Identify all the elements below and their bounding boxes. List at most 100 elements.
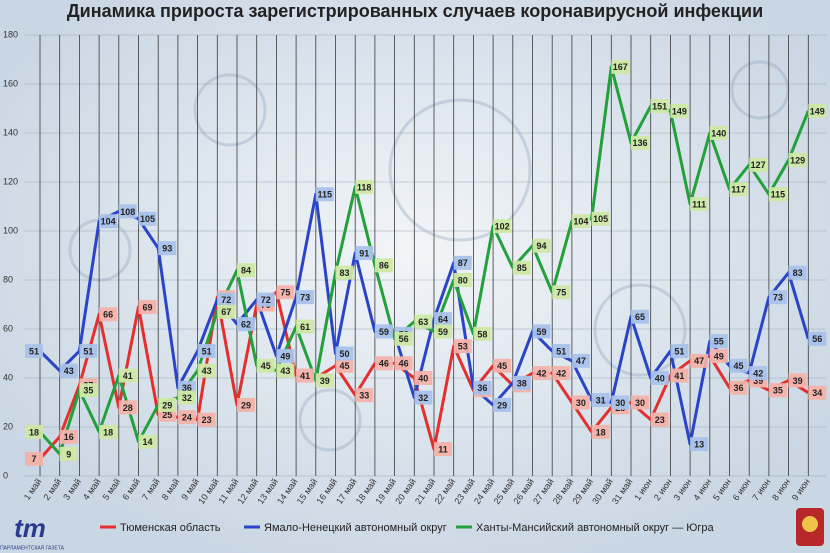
- data-label: 64: [438, 315, 448, 325]
- data-label-box: [414, 371, 433, 385]
- data-label-box: [808, 331, 827, 346]
- data-label: 38: [517, 378, 527, 388]
- data-label: 34: [812, 388, 822, 398]
- data-label: 39: [793, 376, 803, 386]
- data-label-box: [296, 319, 315, 334]
- data-label: 23: [655, 415, 665, 425]
- data-label: 35: [83, 386, 93, 396]
- data-label: 25: [162, 410, 172, 420]
- data-label-box: [217, 292, 236, 307]
- data-label-box: [650, 412, 669, 427]
- data-label: 42: [753, 368, 763, 378]
- data-label-box: [138, 211, 157, 226]
- data-label-box: [177, 390, 196, 405]
- data-label-box: [512, 260, 531, 275]
- emblem-detail: [802, 516, 818, 532]
- data-label-box: [571, 395, 590, 410]
- data-label: 102: [495, 221, 510, 231]
- data-label-box: [788, 265, 807, 280]
- data-label: 129: [790, 155, 805, 165]
- data-label: 59: [536, 327, 546, 337]
- data-label-box: [512, 375, 531, 390]
- data-label-box: [394, 331, 413, 346]
- data-label-box: [25, 451, 43, 466]
- data-label: 115: [771, 190, 786, 200]
- data-label-box: [276, 363, 295, 378]
- data-label: 83: [793, 268, 803, 278]
- data-label: 85: [517, 263, 527, 273]
- data-label: 66: [103, 310, 113, 320]
- data-label-box: [374, 324, 393, 339]
- data-label-box: [25, 424, 43, 439]
- legend-label: Ямало-Ненецкий автономный округ: [264, 522, 447, 534]
- data-label-box: [79, 383, 98, 398]
- data-label: 94: [536, 241, 546, 251]
- data-label: 49: [280, 351, 290, 361]
- data-label: 59: [379, 327, 389, 337]
- data-label: 72: [261, 295, 271, 305]
- data-label: 13: [694, 440, 704, 450]
- data-label-box: [296, 368, 315, 383]
- data-label-box: [473, 326, 492, 341]
- data-label-box: [79, 344, 98, 359]
- data-label: 18: [596, 427, 606, 437]
- chart-title: Динамика прироста зарегистрированных слу…: [67, 1, 763, 21]
- data-label-box: [256, 358, 275, 373]
- data-label: 72: [221, 295, 231, 305]
- data-label-box: [59, 446, 78, 461]
- data-label-box: [552, 366, 571, 381]
- data-label-box: [355, 388, 374, 403]
- data-label: 11: [438, 444, 448, 454]
- data-label: 51: [674, 346, 684, 356]
- data-label-box: [138, 434, 157, 449]
- data-label-box: [670, 368, 689, 383]
- data-label: 31: [596, 395, 606, 405]
- data-label: 23: [202, 415, 212, 425]
- data-label-box: [670, 344, 689, 359]
- data-label-box: [631, 135, 649, 150]
- data-label-box: [473, 380, 492, 395]
- data-label-box: [118, 204, 137, 219]
- data-label: 41: [674, 371, 684, 381]
- data-label: 84: [241, 266, 251, 276]
- data-label-box: [591, 211, 610, 226]
- data-label: 47: [694, 356, 704, 366]
- data-label-box: [237, 317, 255, 332]
- data-label: 14: [142, 437, 152, 447]
- data-label-box: [59, 429, 78, 444]
- data-label-box: [158, 397, 177, 412]
- data-label: 59: [438, 327, 448, 337]
- data-label-box: [709, 334, 728, 349]
- data-label-box: [118, 368, 137, 383]
- data-label-box: [138, 299, 157, 314]
- data-label-box: [315, 187, 334, 202]
- data-label-box: [650, 371, 669, 385]
- data-label: 24: [182, 413, 192, 423]
- data-label: 29: [162, 400, 172, 410]
- data-label-box: [25, 344, 43, 359]
- logo: tm ПАРЛАМЕНТСКАЯ ГАЗЕТА: [0, 508, 824, 551]
- data-label: 43: [64, 366, 74, 376]
- data-label-box: [197, 412, 216, 427]
- data-label: 18: [103, 427, 113, 437]
- data-label-box: [414, 390, 433, 405]
- data-label-box: [237, 263, 255, 278]
- data-label: 29: [497, 400, 507, 410]
- data-label: 167: [613, 62, 628, 72]
- data-label: 16: [64, 432, 74, 442]
- data-label: 45: [339, 361, 349, 371]
- data-label: 91: [359, 248, 369, 258]
- data-label-box: [296, 290, 315, 305]
- data-label: 149: [672, 106, 687, 116]
- data-label-box: [709, 126, 728, 140]
- y-tick-label: 100: [3, 225, 18, 235]
- data-label-box: [631, 395, 649, 410]
- data-label: 18: [29, 427, 39, 437]
- data-label-box: [177, 410, 196, 425]
- data-label: 41: [300, 371, 310, 381]
- data-label-box: [453, 339, 472, 354]
- y-tick-label: 140: [3, 127, 18, 137]
- data-label: 136: [632, 138, 647, 148]
- legend-label: Тюменская область: [120, 522, 221, 534]
- data-label-box: [571, 214, 590, 229]
